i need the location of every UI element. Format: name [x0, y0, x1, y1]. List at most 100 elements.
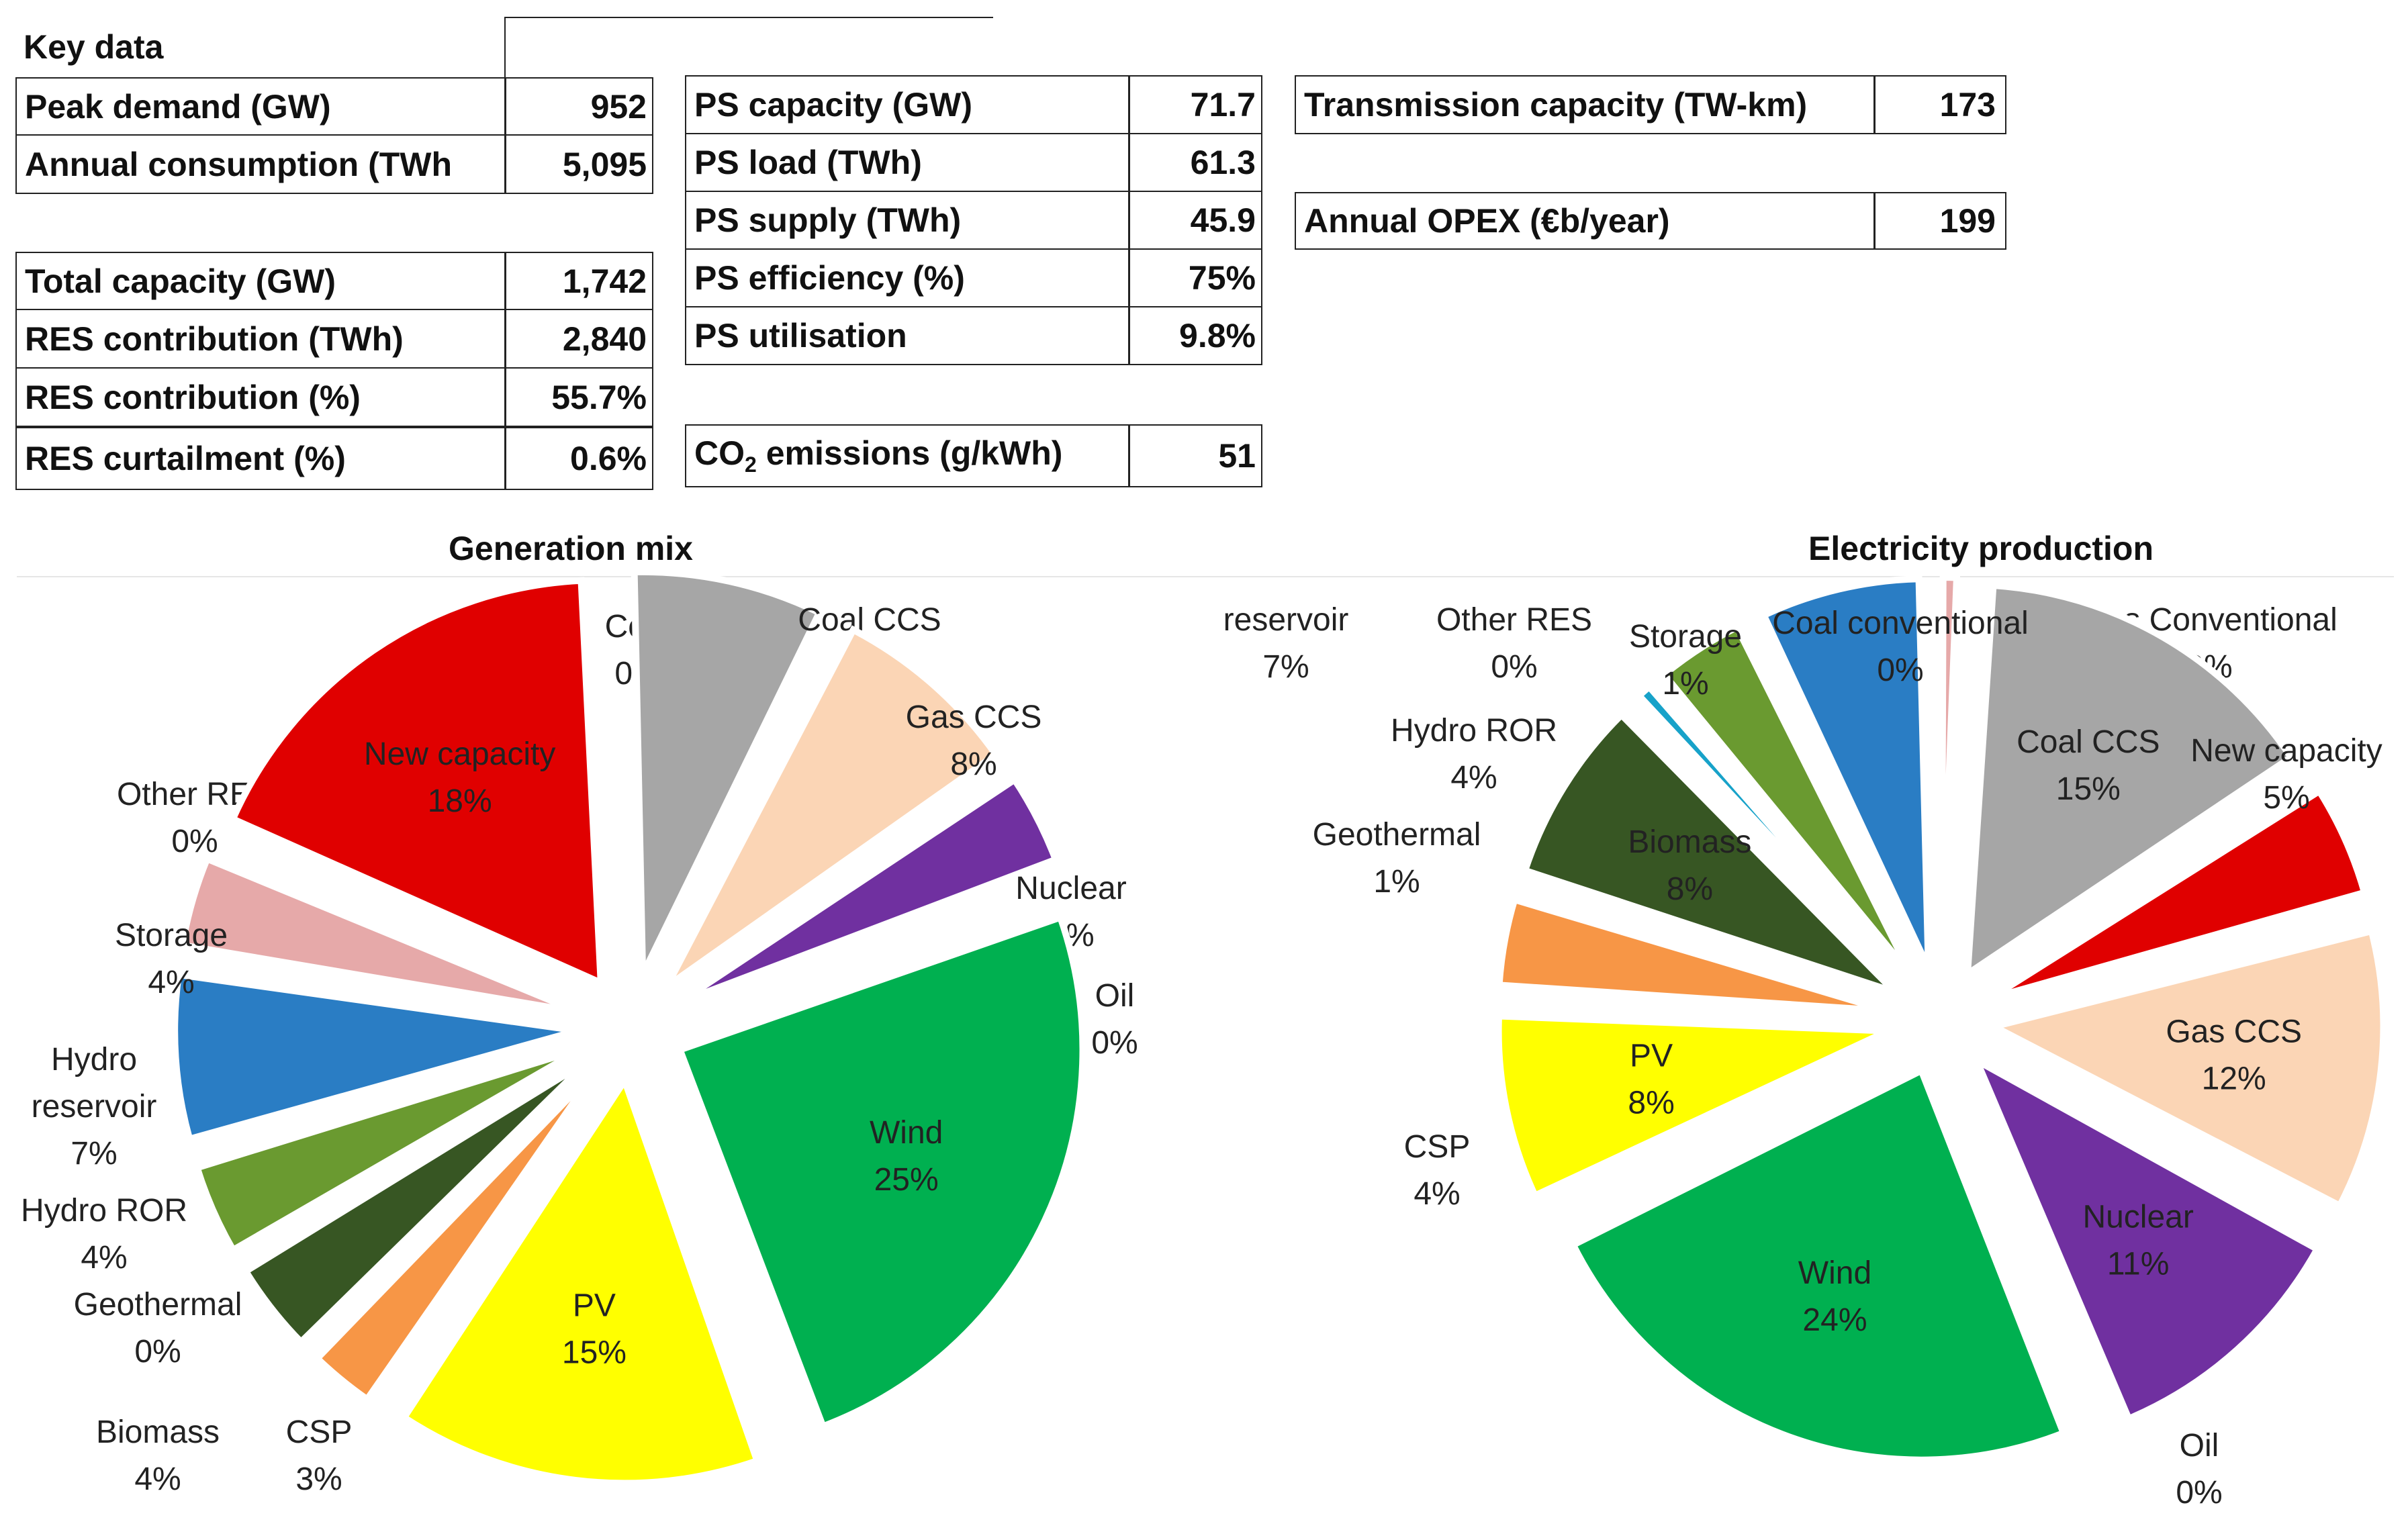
pie-label-coal-conventional: Coal conventional 0% — [1772, 606, 2029, 688]
pie-value-label: 4% — [148, 965, 194, 1000]
chart-title-generation-mix: Generation mix — [449, 530, 693, 567]
column-divider — [504, 77, 506, 194]
pie-category-label: reservoir — [32, 1089, 157, 1124]
pie-slice-csp — [312, 1066, 600, 1404]
row-label: Transmission capacity (TW-km) — [1304, 86, 1808, 124]
pie-label-hydro-ror: Hydro ROR 4% — [21, 1193, 187, 1276]
pie-category-label: Gas CCS — [2166, 1014, 2302, 1049]
row-label: PS capacity (GW) — [694, 86, 972, 124]
pie-category-label: New capacity — [2190, 733, 2382, 769]
pie-value-label: 1% — [1373, 864, 1420, 900]
pie-label-geothermal: Geothermal 1% — [1313, 817, 1481, 900]
pie-label-other-res: Other RES 0% — [1436, 602, 1592, 685]
pie-label-wind: Wind 25% — [870, 1115, 943, 1198]
pie-value-label: 0% — [134, 1334, 181, 1370]
pie-category-label: reservoir — [1223, 602, 1349, 638]
pie-category-label: Biomass — [1628, 824, 1751, 860]
pie-value-label: 0% — [2176, 1475, 2222, 1510]
pie-label-pv: PV 8% — [1628, 1039, 1674, 1121]
pie-value-label: 0% — [171, 824, 218, 859]
row-label: RES contribution (%) — [25, 378, 361, 416]
row-value: 45.9 — [1190, 201, 1256, 239]
table-row: Peak demand (GW) 952 — [15, 77, 653, 136]
pie-label-csp: CSP 4% — [1404, 1129, 1471, 1212]
table-row: PS utilisation 9.8% — [685, 307, 1262, 365]
pie-category-label: Geothermal — [74, 1287, 242, 1323]
pie-category-label: Biomass — [96, 1414, 220, 1450]
table-row: Annual consumption (TWh 5,095 — [15, 136, 653, 194]
row-value: 55.7% — [551, 378, 647, 416]
row-value: 61.3 — [1190, 144, 1256, 181]
table-row: RES contribution (%) 55.7% — [15, 369, 653, 427]
pie-slice-storage — [1938, 574, 1961, 967]
chart-area-top-border — [17, 576, 2394, 577]
pie-value-label: 18% — [428, 783, 492, 819]
table-row: PS supply (TWh) 45.9 — [685, 192, 1262, 250]
pie-category-label: Coal CCS — [798, 602, 941, 638]
pie-slice-nuclear — [677, 775, 1060, 1006]
chart-title-electricity-production: Electricity production — [1808, 530, 2154, 567]
pie-value-label: 1% — [1662, 666, 1708, 702]
pie-slice-hydro-reservoir — [171, 971, 579, 1143]
pie-slice-pv — [1495, 1012, 1890, 1200]
row-value: 1,742 — [562, 262, 647, 300]
key-data-title-row — [504, 17, 993, 77]
row-label: Annual OPEX (€b/year) — [1304, 202, 1670, 240]
row-label: PS load (TWh) — [694, 144, 922, 181]
pie-value-label: 8% — [1628, 1086, 1674, 1121]
column-divider — [1128, 75, 1130, 365]
pie-label-new-capacity: New capacity 18% — [364, 736, 555, 819]
pie-label-storage: Storage 4% — [115, 918, 228, 1000]
pie-value-label: 12% — [2202, 1061, 2266, 1096]
row-value: 2,840 — [562, 320, 647, 358]
pie-category-label: PV — [573, 1288, 616, 1323]
row-value: 0.6% — [570, 440, 647, 477]
pie-category-label: Gas CCS — [906, 700, 1042, 735]
pie-value-label: 11% — [2107, 1246, 2170, 1282]
row-label: RES curtailment (%) — [25, 440, 346, 477]
table-row: RES contribution (TWh) 2,840 — [15, 310, 653, 369]
key-data-title-text: Key data — [24, 28, 164, 66]
pie-slice-pv — [399, 1073, 761, 1487]
key-data-table-middle: PS capacity (GW) 71.7 PS load (TWh) 61.3… — [685, 75, 1262, 491]
pie-value-label: 0% — [1091, 1025, 1138, 1061]
pie-category-label: CSP — [1404, 1129, 1471, 1165]
table-row: PS efficiency (%) 75% — [685, 250, 1262, 307]
pie-label-hydro-reservoir: Hydro reservoir 7% — [32, 1042, 157, 1171]
pie-value-label: 7% — [71, 1136, 117, 1171]
pie-value-label: 8% — [950, 747, 997, 782]
table-row-co2: CO2 emissions (g/kWh) 51 — [685, 424, 1262, 487]
pie-category-label: Nuclear — [1015, 871, 1126, 906]
pie-value-label: 3% — [295, 1461, 342, 1497]
row-label: Total capacity (GW) — [25, 262, 336, 300]
row-value: 5,095 — [562, 145, 647, 183]
pie-value-label: 24% — [1802, 1302, 1867, 1338]
co2-subscript: 2 — [745, 452, 757, 477]
pie-category-label: Coal conventional — [1772, 606, 2029, 641]
column-divider — [1873, 75, 1876, 134]
pie-slice-reservoir — [1759, 575, 1932, 970]
pie-category-label: Coal CCS — [2017, 724, 2160, 760]
pie-category-label: Hydro ROR — [1391, 713, 1557, 749]
table-row: PS load (TWh) 61.3 — [685, 134, 1262, 192]
pie-label-nuclear: Nuclear 4% — [1015, 871, 1126, 953]
pie-label-csp: CSP 3% — [286, 1414, 353, 1497]
pie-value-label: 4% — [134, 1461, 181, 1497]
co2-suffix: emissions (g/kWh) — [756, 434, 1063, 472]
pie-label-reservoir: reservoir 7% — [1223, 602, 1349, 685]
pie-slice-wind — [1569, 1065, 2068, 1463]
pie-category-label: Storage — [115, 918, 228, 953]
pie-value-label: 7% — [1262, 649, 1309, 685]
row-value: 75% — [1188, 259, 1256, 297]
pie-category-label: Geothermal — [1313, 817, 1481, 853]
pie-label-gas-ccs: Gas CCS 8% — [906, 700, 1042, 782]
pie-slice-wind — [675, 913, 1086, 1431]
pie-label-wind: Wind 24% — [1798, 1255, 1871, 1338]
key-data-table-left: Key data Peak demand (GW) 952 Annual con… — [15, 17, 993, 493]
row-label: PS efficiency (%) — [694, 259, 965, 297]
pie-slice-coal-ccs — [631, 568, 824, 977]
pie-category-label: Hydro ROR — [21, 1193, 187, 1229]
pie-category-label: Hydro — [51, 1042, 137, 1077]
